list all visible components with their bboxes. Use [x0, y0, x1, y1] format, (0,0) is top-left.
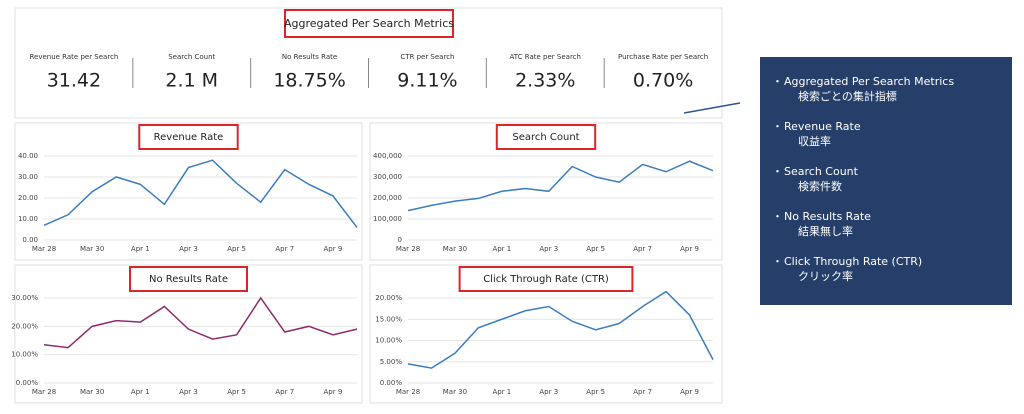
x-tick-label: Apr 7	[275, 245, 294, 253]
line	[43, 296, 358, 349]
note-ja: 検索ごとの集計指標	[798, 89, 897, 103]
y-tick-label: 15.00%	[375, 315, 402, 323]
metric-label: ATC Rate per Search	[510, 53, 581, 61]
line	[407, 160, 714, 212]
note-en: No Results Rate	[784, 210, 871, 223]
x-tick-label: Apr 3	[539, 388, 558, 396]
metric-value: 18.75%	[273, 70, 345, 92]
metric-label: No Results Rate	[282, 53, 337, 61]
chart-title: Revenue Rate	[154, 132, 224, 143]
metric-label: Revenue Rate per Search	[29, 53, 118, 61]
line	[43, 159, 358, 228]
x-tick-label: Apr 7	[633, 388, 652, 396]
x-tick-label: Apr 7	[275, 388, 294, 396]
y-tick-label: 0.00%	[380, 379, 403, 387]
chart-card	[14, 264, 363, 404]
bullet: ・	[772, 120, 783, 133]
metric-value: 9.11%	[397, 70, 457, 92]
y-tick-label: 30.00	[18, 173, 38, 181]
x-tick-label: Apr 9	[324, 245, 343, 253]
y-tick-label: 200,000	[373, 194, 402, 202]
note-ja: 結果無し率	[798, 224, 853, 238]
note-ja: 検索件数	[798, 179, 842, 193]
x-tick-label: Apr 5	[227, 388, 246, 396]
x-tick-label: Mar 30	[80, 388, 104, 396]
x-tick-label: Mar 28	[396, 245, 420, 253]
metric-label: Search Count	[168, 53, 215, 61]
x-tick-label: Apr 9	[324, 388, 343, 396]
x-tick-label: Apr 9	[680, 245, 699, 253]
metrics-title: Aggregated Per Search Metrics	[284, 17, 454, 30]
x-tick-label: Apr 3	[539, 245, 558, 253]
metric-value: 31.42	[47, 70, 101, 92]
y-tick-label: 0.00	[22, 236, 38, 244]
metric-value: 2.33%	[515, 70, 575, 92]
x-tick-label: Apr 3	[179, 245, 198, 253]
title-box	[138, 124, 239, 150]
x-tick-label: Apr 5	[227, 245, 246, 253]
line	[407, 290, 714, 369]
y-tick-label: 10.00%	[375, 337, 402, 345]
y-tick-label: 40.00	[18, 152, 38, 160]
note-ja: クリック率	[798, 269, 853, 283]
title-box	[495, 124, 597, 150]
metric-label: CTR per Search	[400, 53, 454, 61]
x-tick-label: Mar 28	[32, 388, 56, 396]
bullet: ・	[772, 165, 783, 178]
x-tick-label: Mar 30	[80, 245, 104, 253]
y-tick-label: 30.00%	[11, 294, 38, 302]
y-tick-label: 0	[398, 236, 402, 244]
connector	[683, 102, 741, 114]
title-box	[129, 266, 248, 292]
y-tick-label: 0.00%	[16, 379, 39, 387]
y-tick-label: 400,000	[373, 152, 402, 160]
x-tick-label: Apr 1	[131, 245, 150, 253]
x-tick-label: Apr 5	[586, 388, 605, 396]
bullet: ・	[772, 75, 783, 88]
metric-value: 2.1 M	[165, 70, 218, 92]
x-tick-label: Mar 28	[32, 245, 56, 253]
x-tick-label: Apr 7	[633, 245, 652, 253]
x-tick-label: Apr 3	[179, 388, 198, 396]
chart-card	[369, 264, 723, 404]
x-tick-label: Mar 28	[396, 388, 420, 396]
y-tick-label: 10.00%	[11, 351, 38, 359]
title-box	[458, 266, 634, 292]
y-tick-label: 20.00%	[375, 294, 402, 302]
chart-card	[14, 122, 363, 261]
metric-value: 0.70%	[633, 70, 693, 92]
note-ja: 収益率	[798, 134, 831, 148]
x-tick-label: Apr 1	[131, 388, 150, 396]
y-tick-label: 20.00	[18, 194, 38, 202]
metric-label: Purchase Rate per Search	[618, 53, 708, 61]
y-tick-label: 20.00%	[11, 322, 38, 330]
x-tick-label: Apr 1	[492, 388, 511, 396]
bullet: ・	[772, 210, 783, 223]
x-tick-label: Mar 30	[443, 245, 467, 253]
title-box	[284, 9, 454, 38]
note-en: Search Count	[784, 165, 859, 178]
y-tick-label: 100,000	[373, 215, 402, 223]
x-tick-label: Apr 1	[492, 245, 511, 253]
note-en: Click Through Rate (CTR)	[784, 255, 922, 268]
y-tick-label: 10.00	[18, 215, 38, 223]
y-tick-label: 300,000	[373, 173, 402, 181]
note-en: Aggregated Per Search Metrics	[784, 75, 954, 88]
x-tick-label: Mar 30	[443, 388, 467, 396]
chart-title: Search Count	[512, 132, 579, 143]
chart-title: Click Through Rate (CTR)	[483, 274, 609, 285]
notes-panel	[760, 57, 1012, 305]
x-tick-label: Apr 5	[586, 245, 605, 253]
chart-title: No Results Rate	[149, 274, 228, 285]
y-tick-label: 5.00%	[380, 358, 403, 366]
note-en: Revenue Rate	[784, 120, 861, 133]
bullet: ・	[772, 255, 783, 268]
x-tick-label: Apr 9	[680, 388, 699, 396]
